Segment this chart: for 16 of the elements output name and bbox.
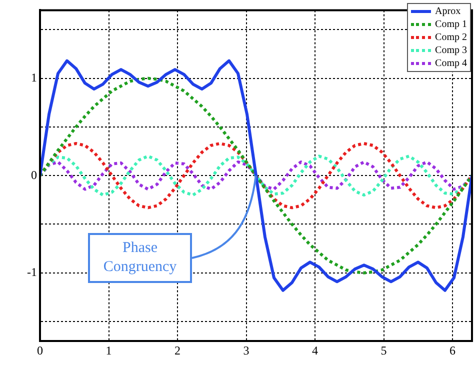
legend-label: Comp 3: [435, 44, 467, 57]
y-tick-label: 0: [31, 168, 37, 182]
y-tick-label: 1: [31, 70, 37, 84]
annotation: Phase Congruency: [88, 233, 192, 283]
x-tick-label: 5: [380, 343, 387, 358]
legend-label: Comp 2: [435, 31, 467, 44]
x-tick-label: 2: [174, 343, 181, 358]
y-tick-label: -1: [27, 265, 37, 280]
legend-label: Aprox: [435, 5, 461, 18]
legend-label: Comp 1: [435, 18, 467, 31]
legend-label: Comp 4: [435, 57, 467, 70]
line-series: [40, 76, 472, 274]
x-tick-label: 3: [243, 343, 250, 358]
x-tick-label: 4: [312, 343, 318, 358]
x-tick-label: 6: [450, 343, 456, 358]
x-tick-label: 1: [106, 343, 112, 358]
